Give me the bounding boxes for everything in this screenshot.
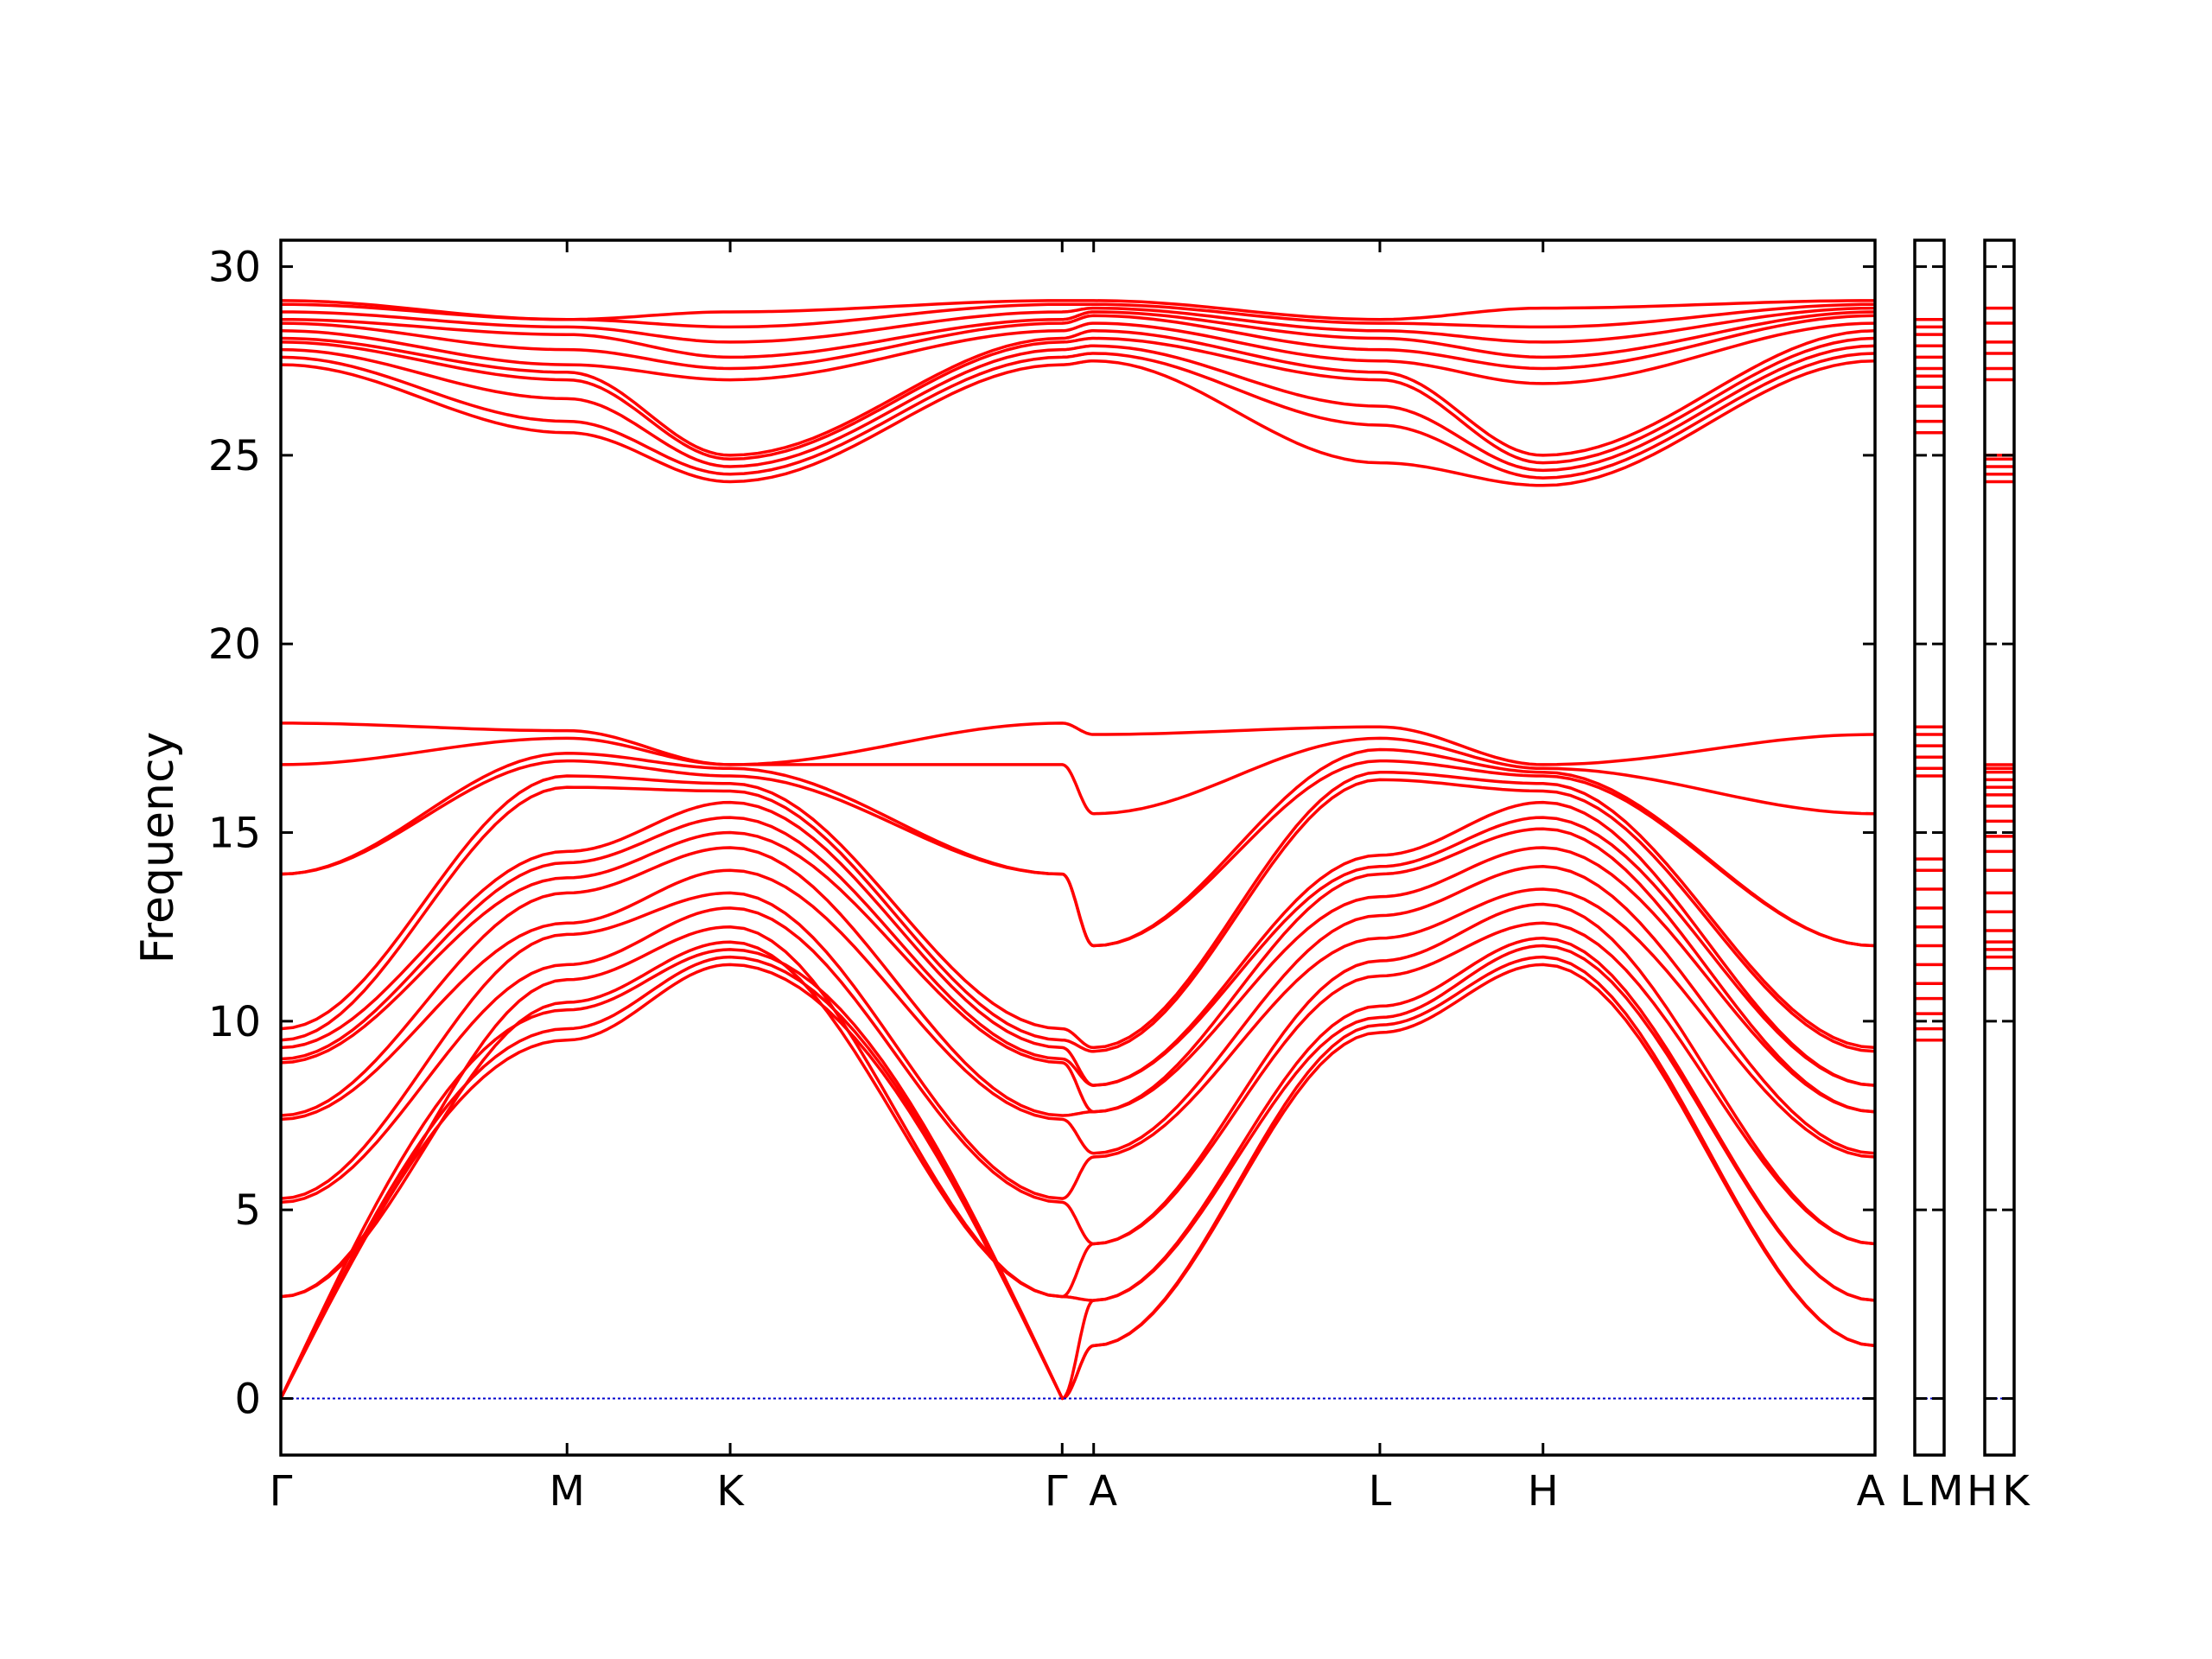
- x-tick-label: K: [716, 1467, 745, 1516]
- y-tick-label: 0: [234, 1376, 261, 1424]
- band-line: [280, 921, 1876, 1299]
- side-panel-hk-levels: [1985, 306, 2014, 970]
- x-tick-label: Γ: [270, 1467, 293, 1516]
- side-panel-label: H: [1967, 1467, 1998, 1516]
- main-plot-frame: [279, 238, 1877, 1457]
- side-panel-lm-levels: [1915, 317, 1944, 1042]
- band-line: [280, 747, 1876, 948]
- band-line: [280, 865, 1876, 1155]
- x-tick-label: H: [1528, 1467, 1559, 1516]
- band-line: [280, 846, 1876, 1117]
- band-line: [280, 827, 1876, 1114]
- side-panel-label: M: [1928, 1467, 1963, 1516]
- x-tick-label: A: [1857, 1467, 1885, 1516]
- y-tick-label: 5: [234, 1186, 261, 1235]
- band-line: [279, 955, 1876, 1401]
- y-tick-label: 30: [208, 244, 261, 292]
- hk-panel-frame: [1983, 238, 2016, 1457]
- x-tick-label: Γ: [1045, 1467, 1068, 1516]
- band-line: [280, 359, 1876, 487]
- x-tick-label: A: [1089, 1467, 1117, 1516]
- x-tick-label: M: [550, 1467, 585, 1516]
- y-tick-label: 25: [208, 432, 261, 480]
- side-panel-label: L: [1900, 1467, 1923, 1516]
- band-line: [280, 736, 1876, 816]
- axis-ticks: [279, 240, 2014, 1455]
- band-line: [280, 800, 1876, 1087]
- lm-panel-frame: [1913, 238, 1946, 1457]
- y-tick-label: 15: [208, 810, 261, 858]
- band-line: [279, 944, 1876, 1401]
- y-axis-label: Frequency: [132, 732, 184, 964]
- band-line: [280, 887, 1876, 1200]
- band-line: [280, 299, 1875, 321]
- band-line: [281, 306, 1876, 344]
- band-line: [280, 314, 1876, 371]
- band-line: [280, 902, 1876, 1246]
- main-panel-bands: [279, 299, 1876, 1401]
- y-tick-label: 10: [208, 998, 261, 1046]
- band-line: [281, 721, 1876, 766]
- band-line: [280, 321, 1876, 385]
- band-line: [280, 336, 1876, 465]
- band-line: [280, 310, 1876, 359]
- band-line: [280, 937, 1876, 1302]
- band-line: [280, 344, 1876, 473]
- band-line: [280, 816, 1876, 1087]
- y-tick-labels: 0 5 10 15 20 25 30: [208, 244, 261, 1424]
- side-panel-label: K: [2002, 1467, 2031, 1516]
- y-tick-label: 20: [208, 620, 261, 669]
- x-tick-label: L: [1369, 1467, 1392, 1516]
- band-line: [280, 770, 1876, 1050]
- band-line: [280, 352, 1876, 480]
- band-line: [280, 329, 1876, 457]
- band-line: [280, 778, 1876, 1053]
